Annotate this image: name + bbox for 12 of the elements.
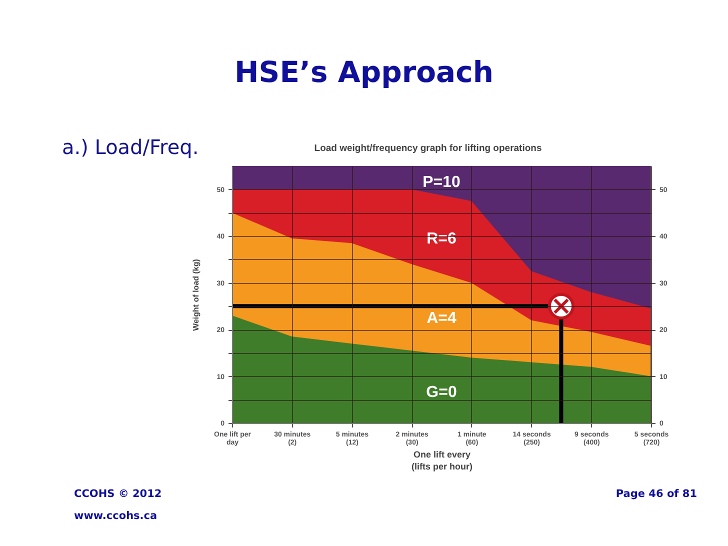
series-label: P=10 [422,174,461,192]
series-label: G=0 [426,384,457,401]
chart-title: HSE’s Approach [234,55,494,89]
y-axis-title: Weight of load (kg) [192,258,201,331]
text: Load weight/frequency graph for lifting operations [314,143,542,154]
text: Page 46 of 81 [616,488,697,500]
x-axis-title: One lift every (lifts per hour) [412,450,472,472]
text: CCOHS © 2012 [74,488,162,500]
series-label: A=4 [426,310,456,327]
text: www.ccohs.ca [74,510,158,522]
series-label: R=6 [426,230,456,248]
chart-subtitle: a.) Load/Freq. [62,135,199,159]
